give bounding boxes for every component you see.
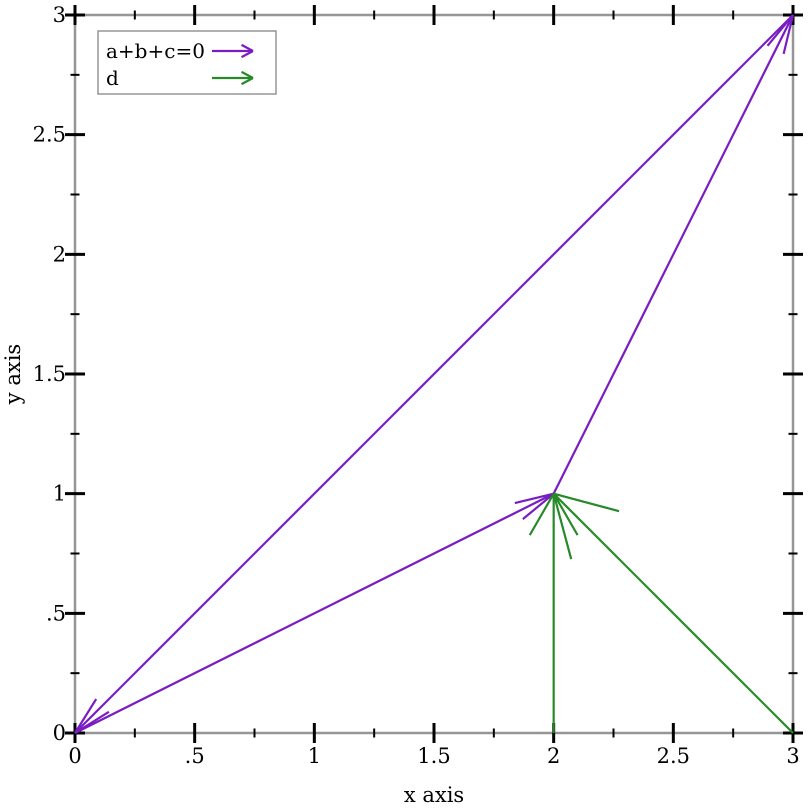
legend-item-label: a+b+c=0 bbox=[106, 39, 205, 63]
arrow-head-barb bbox=[552, 493, 573, 560]
series-layer bbox=[74, 14, 795, 734]
frame-layer: 0 .5 1 1.5 2 2.5 3 0 .5 1 1.5 2 2.5 3 bbox=[33, 3, 803, 768]
legend-arrow-head-barb bbox=[241, 50, 254, 59]
y-tick-label: 2.5 bbox=[33, 123, 66, 147]
x-tick-label: 2 bbox=[547, 744, 560, 768]
arrow-head-barb bbox=[522, 492, 555, 520]
arrow-shaft bbox=[74, 14, 794, 734]
legend-arrow-head-barb bbox=[241, 77, 254, 86]
arrow-head-barb bbox=[528, 493, 555, 536]
legend-arrow-head-barb bbox=[241, 43, 254, 52]
arrow-head-barb bbox=[553, 492, 620, 513]
legend-box bbox=[97, 30, 277, 95]
y-tick-label: 2 bbox=[53, 242, 66, 266]
arrow-head-barb bbox=[74, 698, 98, 734]
y-tick-label: .5 bbox=[46, 601, 66, 625]
legend-layer: a+b+c=0 d bbox=[97, 30, 277, 95]
legend-arrow-head-barb bbox=[241, 70, 254, 79]
arrow-shaft bbox=[74, 492, 555, 734]
x-axis-title: x axis bbox=[404, 783, 464, 807]
y-axis-title: y axis bbox=[1, 344, 25, 405]
arrow-shaft bbox=[552, 14, 794, 495]
x-tick-label: 1.5 bbox=[417, 744, 450, 768]
y-tick-label: 1.5 bbox=[33, 362, 66, 386]
x-tick-label: 2.5 bbox=[657, 744, 690, 768]
arrow-head-barb bbox=[782, 14, 795, 55]
y-tick-label: 3 bbox=[53, 3, 66, 27]
y-tick-label: 0 bbox=[53, 721, 66, 745]
x-tick-label: 1 bbox=[308, 744, 321, 768]
x-tick-label: .5 bbox=[185, 744, 205, 768]
arrow-head-barb bbox=[514, 492, 554, 505]
arrow-head-barb bbox=[74, 710, 110, 734]
arrow-head-barb bbox=[552, 493, 579, 536]
legend-item-label: d bbox=[106, 66, 119, 90]
x-tick-label: 3 bbox=[786, 744, 799, 768]
arrow-shaft bbox=[552, 492, 794, 734]
x-tick-label: 0 bbox=[68, 744, 81, 768]
y-tick-label: 1 bbox=[53, 482, 66, 506]
